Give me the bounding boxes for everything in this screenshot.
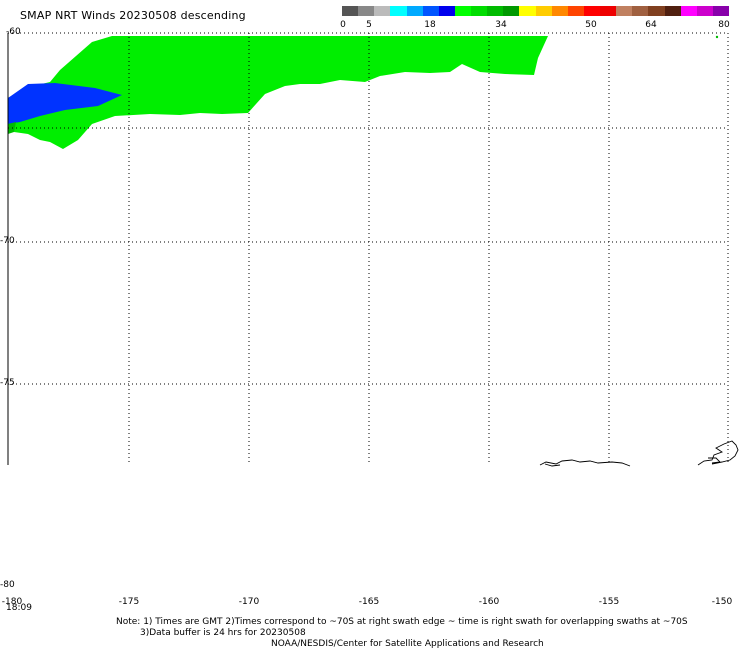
colorbar-segment <box>616 6 633 16</box>
colorbar-label-5: 5 <box>366 20 372 30</box>
map-title: SMAP NRT Winds 20230508 descending <box>20 9 246 22</box>
colorbar-label-34: 34 <box>495 20 507 30</box>
colorbar-segment <box>422 6 439 16</box>
footer-note-line1: Note: 1) Times are GMT 2)Times correspon… <box>116 617 688 627</box>
colorbar-label-18: 18 <box>424 20 436 30</box>
lat-label-70: -70 <box>0 236 15 246</box>
colorbar-segment <box>600 6 617 16</box>
lon-label-150: -150 <box>711 597 733 607</box>
footer-note-line2: 3)Data buffer is 24 hrs for 20230508 <box>140 628 306 638</box>
footer-credit: NOAA/NESDIS/Center for Satellite Applica… <box>271 639 544 649</box>
wind-swath-moderate <box>8 36 548 149</box>
colorbar-segment <box>551 6 568 16</box>
colorbar-segment <box>632 6 649 16</box>
colorbar-label-80: 80 <box>718 20 730 30</box>
colorbar-segment <box>680 6 697 16</box>
wind-swath-light <box>8 83 122 124</box>
colorbar-segment <box>358 6 375 16</box>
wind-swath-dot <box>715 35 719 39</box>
colorbar-segment <box>535 6 552 16</box>
colorbar-segment <box>487 6 504 16</box>
lat-label-75: -75 <box>0 378 15 388</box>
colorbar-segment <box>696 6 713 16</box>
lon-label-160: -160 <box>478 597 500 607</box>
colorbar-segment <box>374 6 391 16</box>
colorbar-segment <box>471 6 488 16</box>
colorbar-segment <box>503 6 520 16</box>
colorbar-segment <box>519 6 536 16</box>
colorbar-segment <box>567 6 584 16</box>
colorbar-segment <box>454 6 471 16</box>
colorbar-segment <box>648 6 665 16</box>
colorbar-segment <box>583 6 600 16</box>
colorbar-segment <box>390 6 407 16</box>
antarctic-coastline <box>539 440 739 467</box>
colorbar-segment <box>664 6 681 16</box>
colorbar-segment <box>406 6 423 16</box>
colorbar-segment <box>342 6 359 16</box>
lon-label-170: -170 <box>238 597 260 607</box>
lat-label-60: -60 <box>6 27 21 37</box>
colorbar-segment <box>712 6 729 16</box>
graticule <box>8 32 729 465</box>
lat-label-80: -80 <box>0 580 15 590</box>
colorbar-label-64: 64 <box>645 20 657 30</box>
lon-label-165: -165 <box>358 597 380 607</box>
time-label: 18:09 <box>6 603 32 613</box>
lon-label-180: -180 <box>1 597 23 607</box>
lon-label-155: -155 <box>598 597 620 607</box>
colorbar-label-0: 0 <box>340 20 346 30</box>
colorbar-segment <box>438 6 455 16</box>
wind-colorbar <box>342 6 729 16</box>
lon-label-175: -175 <box>118 597 140 607</box>
colorbar-label-50: 50 <box>585 20 597 30</box>
